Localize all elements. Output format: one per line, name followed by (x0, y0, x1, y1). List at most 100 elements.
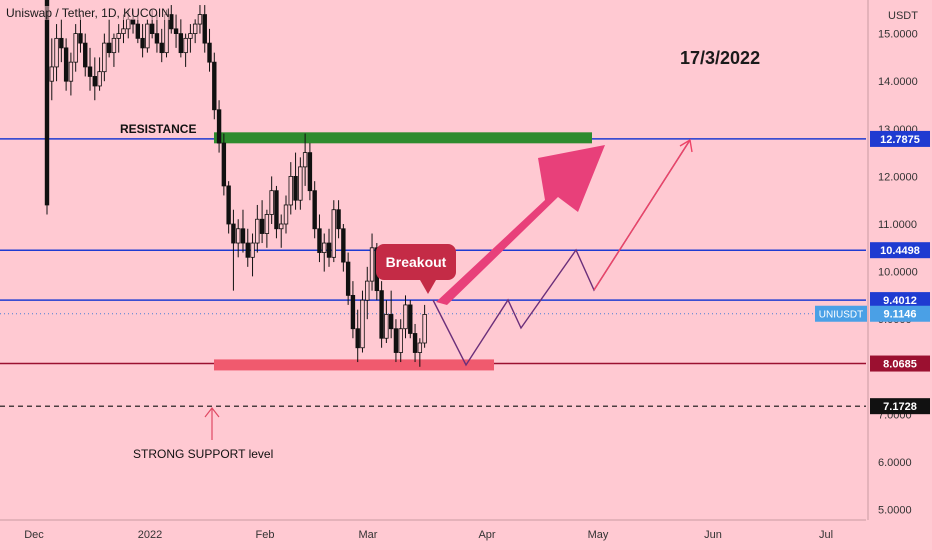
candle-body (322, 242, 327, 253)
candle-20 (140, 24, 145, 58)
candle-body (331, 209, 336, 258)
candle-39 (231, 209, 236, 291)
candle-58 (322, 233, 327, 272)
candle-body (159, 42, 164, 54)
projection-arrowhead (679, 138, 693, 153)
candle-57 (317, 214, 322, 263)
candle-body (231, 223, 236, 244)
current-price-badge (870, 305, 930, 322)
candle-body (283, 204, 289, 225)
candle-60 (331, 200, 336, 263)
candle-body (355, 328, 360, 349)
current-symbol: UNIUSDT (819, 310, 863, 321)
candle-body (178, 33, 184, 54)
level-value-1: 10.4498 (880, 245, 920, 257)
candle-body (202, 14, 207, 44)
candle-53 (298, 157, 303, 210)
candle-5 (68, 52, 74, 96)
candle-34 (207, 28, 212, 72)
candle-12 (102, 33, 107, 82)
candle-73 (393, 319, 399, 363)
candle-38 (226, 181, 231, 234)
candle-body (336, 209, 341, 230)
candle-37 (221, 133, 227, 196)
candle-body (83, 42, 88, 68)
candle-32 (197, 5, 203, 34)
candle-body (250, 242, 255, 258)
level-badge-2 (870, 292, 930, 309)
candle-0 (44, 0, 50, 215)
candle-body (106, 42, 112, 54)
candle-body (154, 33, 160, 44)
candle-body (279, 223, 284, 230)
resistance-label: RESISTANCE (120, 122, 197, 136)
candle-body (216, 109, 222, 144)
level-value-0: 12.7875 (880, 134, 920, 146)
candle-body (245, 242, 250, 258)
y-tick-label-9: 6.0000 (878, 457, 912, 469)
candle-40 (235, 219, 241, 258)
candle-body (341, 228, 346, 263)
candle-64 (350, 281, 356, 339)
candle-78 (417, 338, 423, 367)
candle-body (183, 37, 188, 54)
candle-45 (259, 200, 265, 244)
candle-48 (274, 185, 279, 239)
level-value-2: 9.4012 (883, 295, 917, 307)
candle-28 (178, 19, 184, 58)
candle-72 (388, 290, 394, 339)
x-tick-label-7: Jul (819, 529, 833, 541)
candle-8 (83, 33, 88, 77)
candle-body (307, 152, 313, 192)
candle-body (408, 304, 413, 334)
y-tick-label-1: 14.0000 (878, 76, 918, 88)
candle-41 (240, 209, 246, 253)
candle-67 (365, 266, 370, 320)
candle-body (188, 33, 193, 39)
candle-body (422, 314, 427, 344)
candle-31 (192, 19, 198, 44)
candle-65 (355, 309, 360, 363)
x-tick-label-2: Feb (256, 529, 275, 541)
candle-68 (369, 233, 375, 291)
candle-body (369, 247, 375, 282)
candle-76 (408, 300, 413, 339)
candle-7 (78, 14, 83, 53)
candle-body (197, 14, 203, 25)
candle-74 (398, 319, 403, 363)
candle-body (87, 66, 93, 77)
candle-body (78, 33, 83, 44)
candle-27 (173, 14, 179, 48)
candle-36 (216, 100, 222, 153)
candle-79 (422, 304, 427, 348)
candle-42 (245, 228, 250, 267)
candle-body (298, 166, 303, 201)
candle-body (192, 23, 198, 34)
x-tick-label-3: Mar (359, 529, 378, 541)
candle-body (126, 18, 131, 30)
candle-75 (403, 295, 408, 339)
level-badge-3 (870, 355, 930, 372)
candle-43 (250, 233, 255, 277)
y-tick-label-10: 5.0000 (878, 505, 912, 517)
candle-47 (269, 176, 274, 224)
breakout-callout: Breakout (376, 244, 456, 294)
y-axis-unit: USDT (888, 10, 918, 22)
candle-body (49, 66, 54, 82)
x-tick-label-6: Jun (704, 529, 722, 541)
y-tick-label-5: 10.0000 (878, 267, 918, 279)
candle-body (288, 175, 293, 206)
current-price-value: 9.1146 (883, 309, 916, 321)
candle-14 (111, 33, 117, 67)
candle-10 (92, 57, 97, 101)
candle-body (398, 328, 403, 353)
candle-23 (154, 14, 160, 53)
candle-body (111, 37, 117, 54)
level-badge-0 (870, 130, 930, 147)
candle-body (235, 228, 241, 244)
candle-body (97, 71, 102, 87)
candle-body (164, 14, 169, 54)
y-axis-area (868, 0, 932, 550)
candle-body (274, 190, 279, 230)
